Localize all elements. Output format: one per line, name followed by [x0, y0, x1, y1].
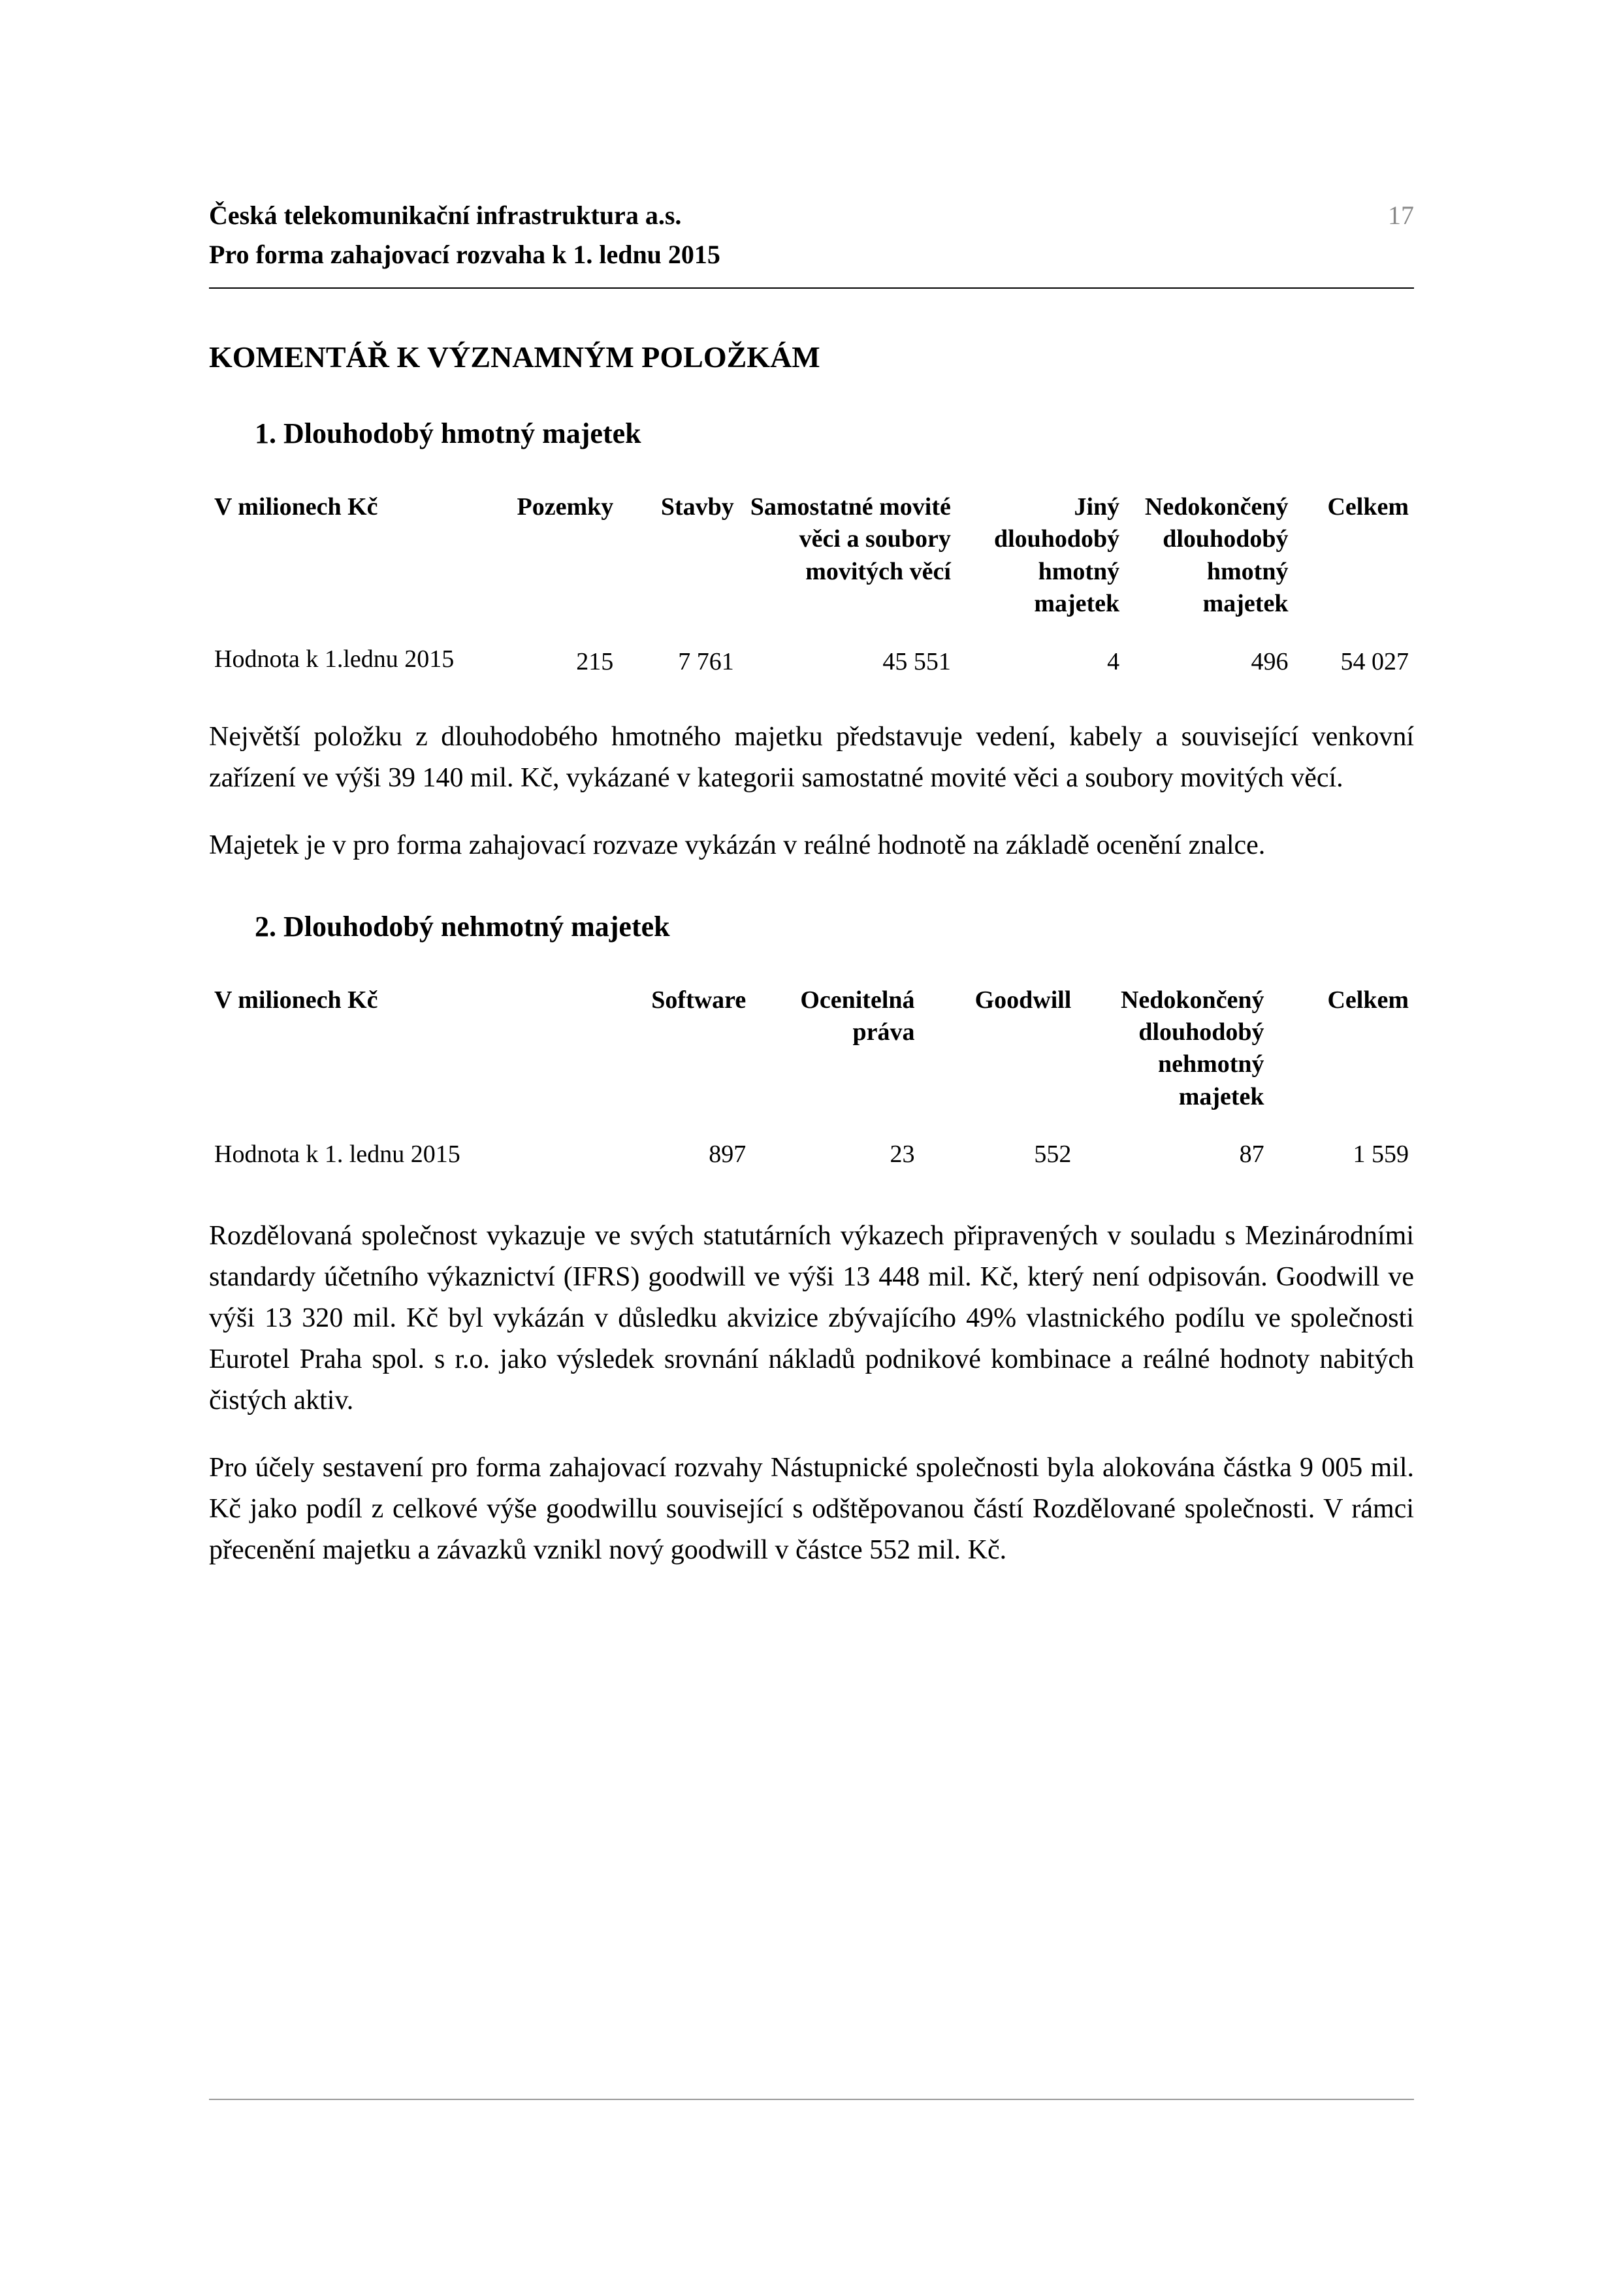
- table1-h1: V milionech Kč: [209, 488, 486, 624]
- table2-h4: Goodwill: [920, 981, 1077, 1117]
- table1-header-row: V milionech Kč Pozemky Stavby Samostatné…: [209, 488, 1414, 624]
- table1-h6: Nedokončený dlouhodobý hmotný majetek: [1125, 488, 1293, 624]
- header-subtitle: Pro forma zahajovací rozvaha k 1. lednu …: [209, 235, 1414, 274]
- table2-h5: Nedokončený dlouhodobý nehmotný majetek: [1076, 981, 1269, 1117]
- table1-wrapper: V milionech Kč Pozemky Stavby Samostatné…: [209, 488, 1414, 684]
- table2-h2: Software: [594, 981, 751, 1117]
- table2-h3: Ocenitelná práva: [751, 981, 920, 1117]
- page-number: 17: [1388, 196, 1414, 235]
- table2-r1-v3: 23: [751, 1116, 920, 1176]
- table2-r1-v5: 87: [1076, 1116, 1269, 1176]
- table1-h7: Celkem: [1293, 488, 1414, 624]
- table1-h2: Pozemky: [486, 488, 619, 624]
- table1-row1: Hodnota k 1.lednu 2015 215 7 761 45 551 …: [209, 624, 1414, 684]
- header-company: Česká telekomunikační infrastruktura a.s…: [209, 196, 1414, 235]
- table1-r1-v3: 7 761: [619, 624, 739, 684]
- table2: V milionech Kč Software Ocenitelná práva…: [209, 981, 1414, 1177]
- table2-wrapper: V milionech Kč Software Ocenitelná práva…: [209, 981, 1414, 1177]
- section2-heading: 2. Dlouhodobý nehmotný majetek: [255, 905, 1414, 948]
- table1-r1-v4: 45 551: [739, 624, 956, 684]
- section2-para1: Rozdělovaná společnost vykazuje ve svých…: [209, 1216, 1414, 1421]
- table1-r1-v2: 215: [486, 624, 619, 684]
- table1-r1-v6: 496: [1125, 624, 1293, 684]
- table2-r1-v4: 552: [920, 1116, 1077, 1176]
- table1-h3: Stavby: [619, 488, 739, 624]
- table2-r1-v6: 1 559: [1270, 1116, 1414, 1176]
- footer-divider: [209, 2099, 1414, 2100]
- table1-r1-label: Hodnota k 1.lednu 2015: [209, 624, 486, 684]
- section1-heading: 1. Dlouhodobý hmotný majetek: [255, 412, 1414, 455]
- table2-r1-v2: 897: [594, 1116, 751, 1176]
- table2-h1: V milionech Kč: [209, 981, 594, 1117]
- table1: V milionech Kč Pozemky Stavby Samostatné…: [209, 488, 1414, 684]
- table1-h5: Jiný dlouhodobý hmotný majetek: [956, 488, 1125, 624]
- main-heading: KOMENTÁŘ K VÝZNAMNÝM POLOŽKÁM: [209, 334, 1414, 380]
- table1-r1-v5: 4: [956, 624, 1125, 684]
- document-header: Česká telekomunikační infrastruktura a.s…: [209, 196, 1414, 274]
- section1-para1: Největší položku z dlouhodobého hmotného…: [209, 717, 1414, 799]
- table2-header-row: V milionech Kč Software Ocenitelná práva…: [209, 981, 1414, 1117]
- table1-h4: Samostatné movité věci a soubory movitýc…: [739, 488, 956, 624]
- section2-para2: Pro účely sestavení pro forma zahajovací…: [209, 1447, 1414, 1571]
- table2-row1: Hodnota k 1. lednu 2015 897 23 552 87 1 …: [209, 1116, 1414, 1176]
- header-divider: [209, 287, 1414, 289]
- table2-h6: Celkem: [1270, 981, 1414, 1117]
- table2-r1-label: Hodnota k 1. lednu 2015: [209, 1116, 594, 1176]
- table1-r1-v7: 54 027: [1293, 624, 1414, 684]
- section1-para2: Majetek je v pro forma zahajovací rozvaz…: [209, 825, 1414, 866]
